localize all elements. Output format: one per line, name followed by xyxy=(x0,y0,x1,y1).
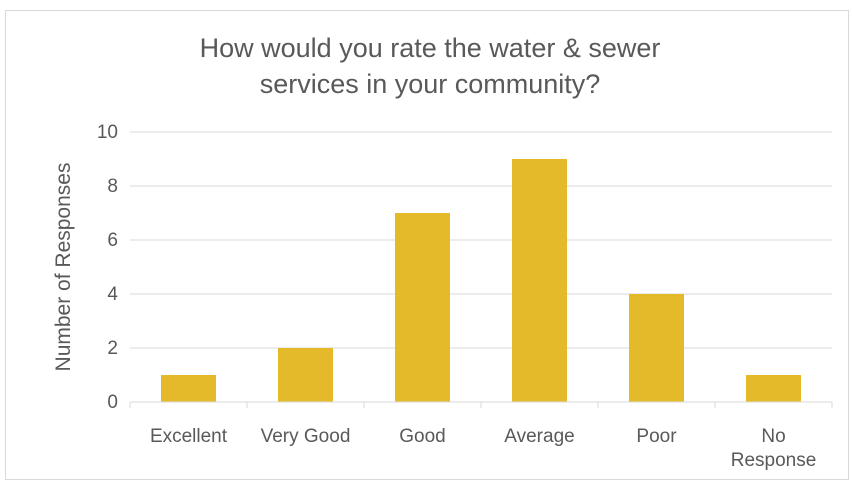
bar xyxy=(395,213,450,402)
chart-title-line-1: How would you rate the water & sewer xyxy=(200,33,661,63)
bar xyxy=(278,348,333,402)
y-axis-label: Number of Responses xyxy=(52,163,75,372)
x-tick-label: No xyxy=(761,426,785,447)
bars xyxy=(161,159,801,402)
chart-title-line-2: services in your community? xyxy=(260,69,601,99)
y-tick-label: 8 xyxy=(107,176,118,197)
bar xyxy=(629,294,684,402)
x-tick-marks xyxy=(129,402,833,408)
x-tick-label: Good xyxy=(399,426,445,447)
x-tick-label: Very Good xyxy=(261,426,351,447)
y-tick-label: 10 xyxy=(97,122,118,143)
x-tick-label: Excellent xyxy=(150,426,228,447)
y-tick-label: 6 xyxy=(107,230,118,251)
y-tick-label: 4 xyxy=(107,284,118,305)
y-tick-labels: 0 2 4 6 8 10 xyxy=(97,122,119,413)
gridlines xyxy=(130,131,832,349)
bar xyxy=(512,159,567,402)
y-tick-label: 2 xyxy=(107,338,118,359)
x-tick-label: Average xyxy=(504,426,574,447)
x-tick-label: Response xyxy=(731,450,817,471)
bar xyxy=(161,375,216,402)
x-tick-label: Poor xyxy=(636,426,677,447)
bar xyxy=(746,375,801,402)
x-tick-labels: Excellent Very Good Good Average Poor No Respo… xyxy=(150,426,816,471)
y-tick-label: 0 xyxy=(107,392,118,413)
